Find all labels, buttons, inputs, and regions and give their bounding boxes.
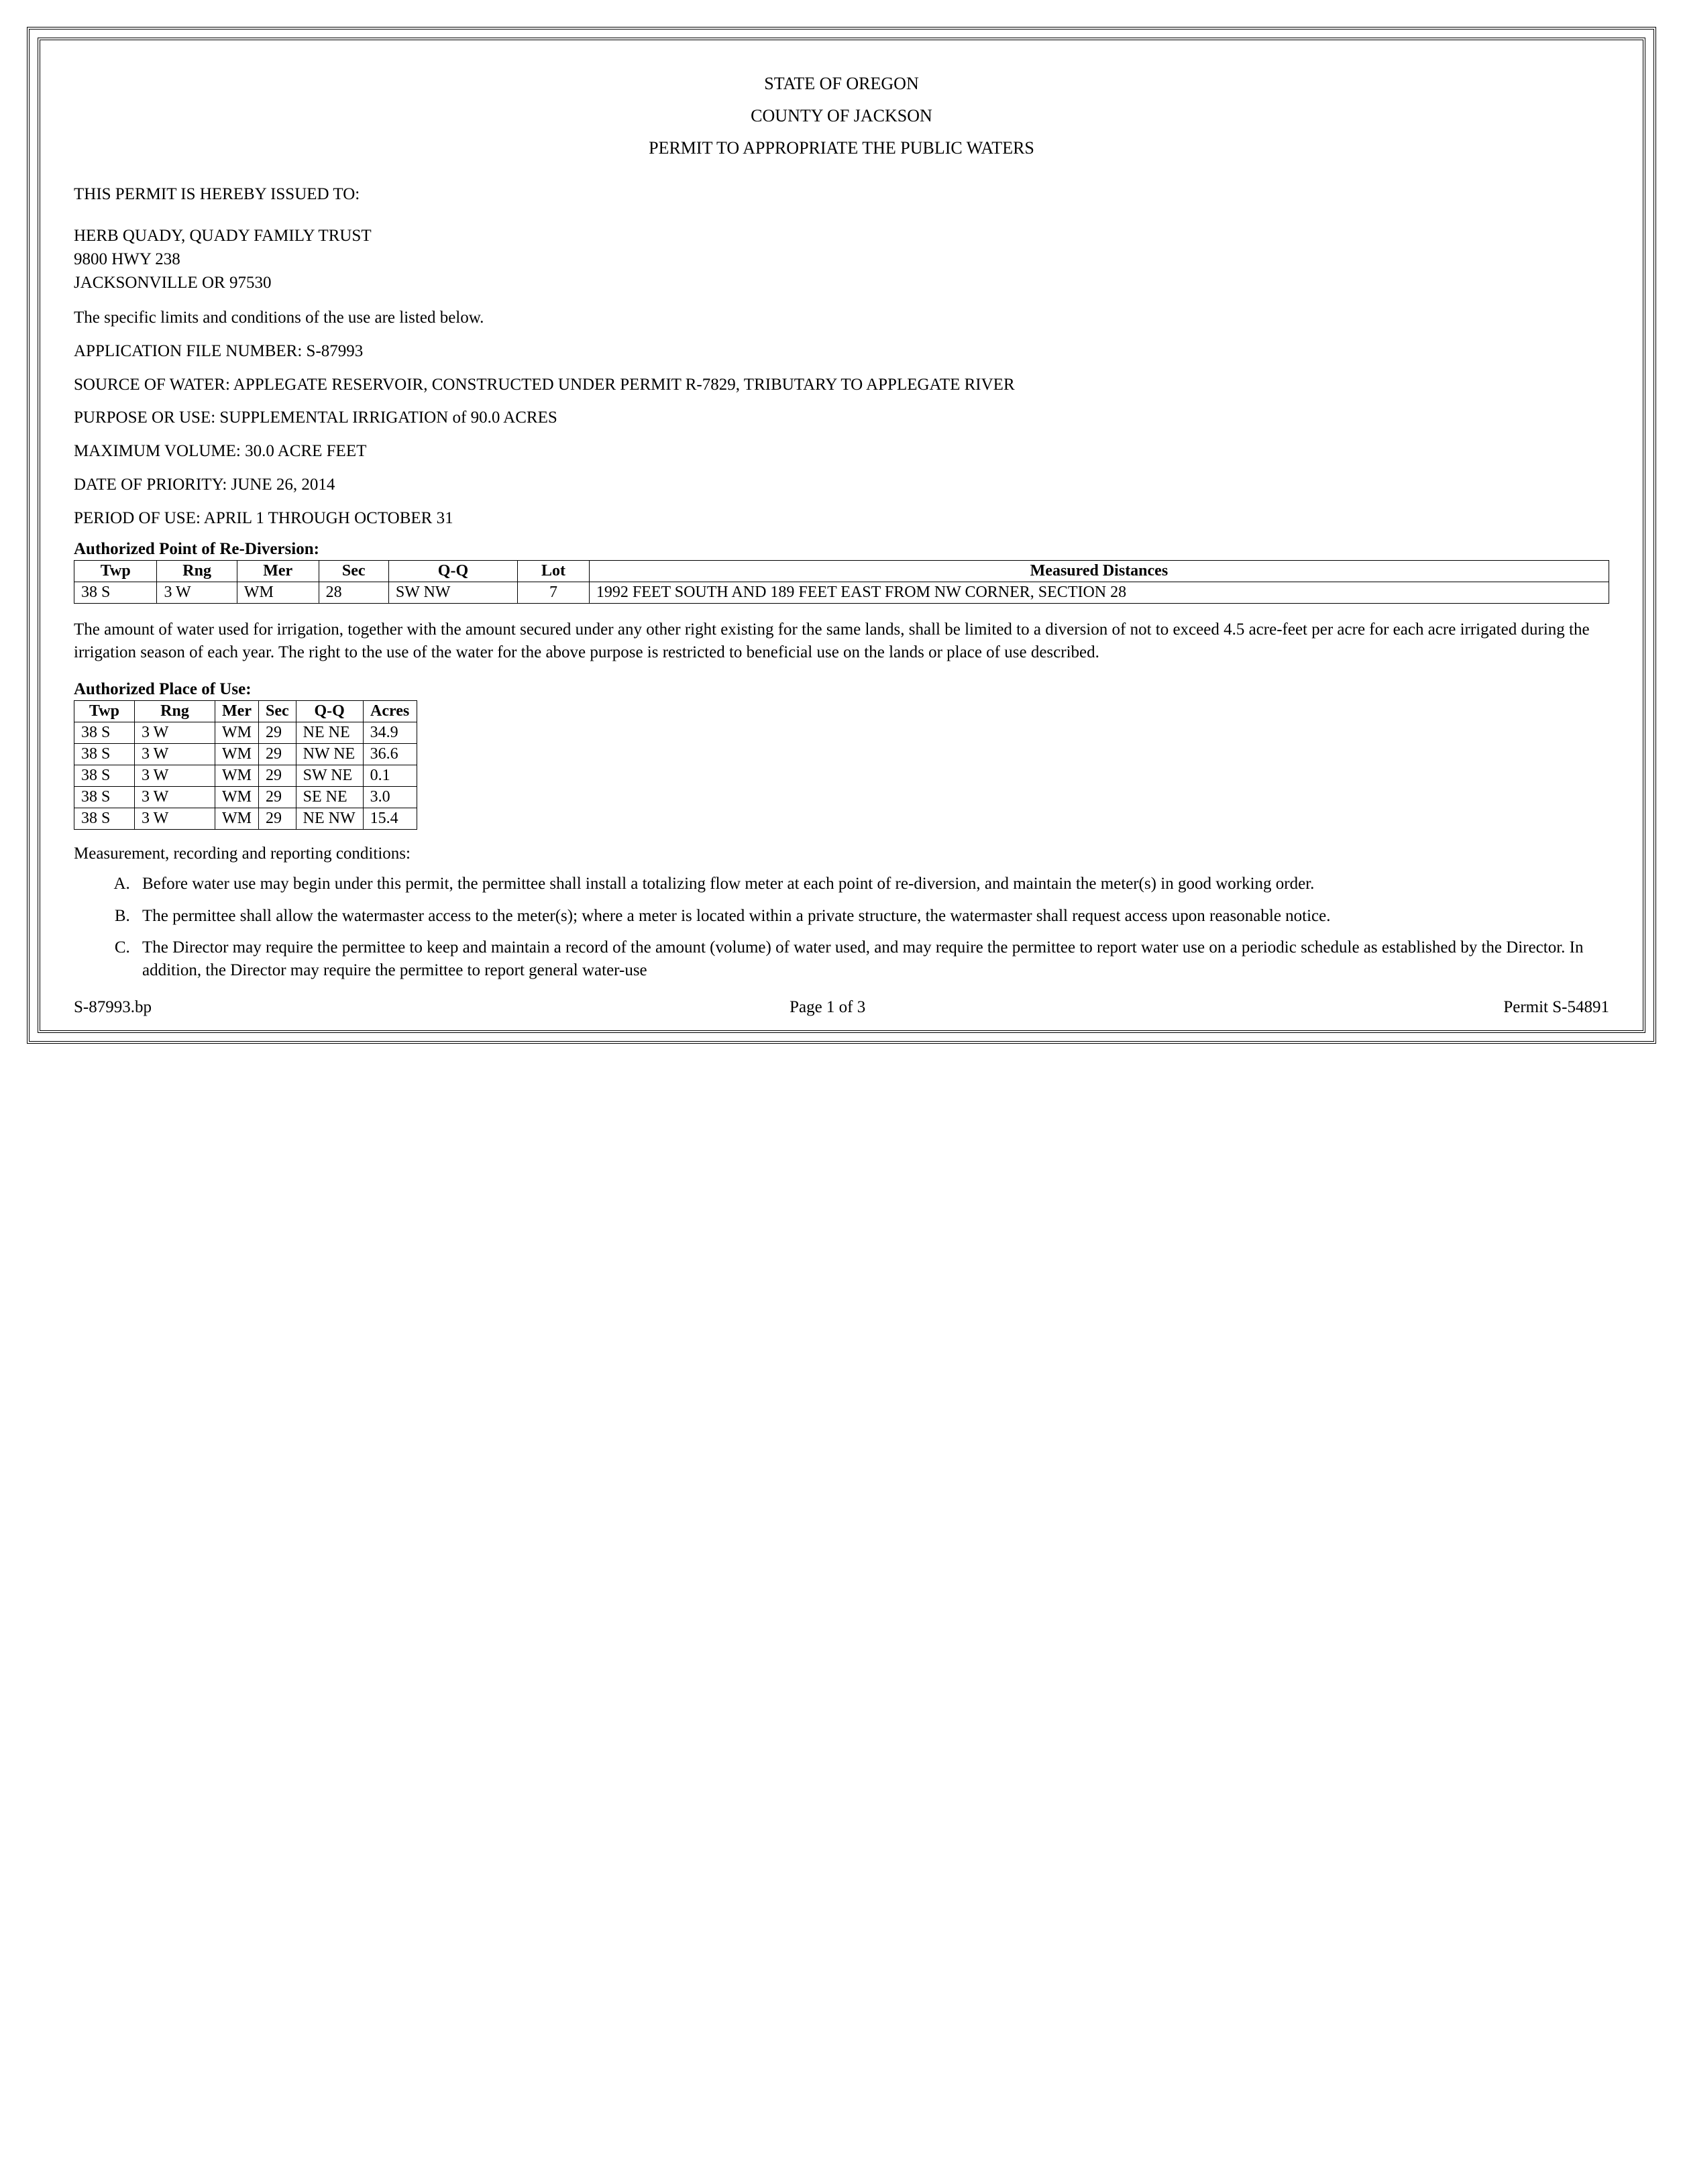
conditions-title: Measurement, recording and reporting con…	[74, 844, 1609, 863]
cell-qq: NE NE	[296, 722, 363, 743]
col-mer: Mer	[215, 700, 259, 722]
irrigation-paragraph: The amount of water used for irrigation,…	[74, 618, 1609, 664]
cell-mer: WM	[215, 808, 259, 829]
col-twp: Twp	[74, 700, 135, 722]
cell-rng: 3 W	[135, 765, 215, 786]
source-of-water: SOURCE OF WATER: APPLEGATE RESERVOIR, CO…	[74, 374, 1609, 396]
outer-frame: STATE OF OREGON COUNTY OF JACKSON PERMIT…	[27, 27, 1656, 1044]
table-header-row: Twp Rng Mer Sec Q-Q Acres	[74, 700, 417, 722]
cell-acres: 34.9	[363, 722, 417, 743]
col-rng: Rng	[135, 700, 215, 722]
table-row: 38 S 3 W WM 28 SW NW 7 1992 FEET SOUTH A…	[74, 582, 1609, 604]
cell-sec: 29	[259, 743, 296, 765]
max-volume: MAXIMUM VOLUME: 30.0 ACRE FEET	[74, 440, 1609, 463]
cell-rng: 3 W	[135, 722, 215, 743]
county-line: COUNTY OF JACKSON	[74, 106, 1609, 126]
footer-center: Page 1 of 3	[790, 998, 865, 1017]
col-sec: Sec	[259, 700, 296, 722]
priority-date: DATE OF PRIORITY: JUNE 26, 2014	[74, 474, 1609, 496]
purpose-or-use: PURPOSE OR USE: SUPPLEMENTAL IRRIGATION …	[74, 406, 1609, 429]
table-row: 38 S3 WWM29NE NW15.4	[74, 808, 417, 829]
cell-rng: 3 W	[135, 808, 215, 829]
cell-sec: 29	[259, 786, 296, 808]
cell-mer: WM	[215, 786, 259, 808]
place-of-use-table: Twp Rng Mer Sec Q-Q Acres 38 S3 WWM29NE …	[74, 700, 417, 830]
table-row: 38 S3 WWM29SE NE3.0	[74, 786, 417, 808]
cell-qq: NE NW	[296, 808, 363, 829]
recipient-address2: JACKSONVILLE OR 97530	[74, 271, 1609, 294]
cell-acres: 36.6	[363, 743, 417, 765]
col-sec: Sec	[319, 561, 388, 582]
inner-frame: STATE OF OREGON COUNTY OF JACKSON PERMIT…	[38, 38, 1645, 1033]
cell-qq: SW NW	[388, 582, 517, 604]
cell-twp: 38 S	[74, 582, 157, 604]
page-footer: S-87993.bp Page 1 of 3 Permit S-54891	[74, 998, 1609, 1017]
condition-item: The Director may require the permittee t…	[134, 936, 1609, 982]
cell-twp: 38 S	[74, 786, 135, 808]
col-rng: Rng	[157, 561, 237, 582]
cell-sec: 29	[259, 765, 296, 786]
cell-mer: WM	[215, 743, 259, 765]
recipient-block: HERB QUADY, QUADY FAMILY TRUST 9800 HWY …	[74, 224, 1609, 294]
cell-rng: 3 W	[135, 743, 215, 765]
place-of-use-title: Authorized Place of Use:	[74, 680, 1609, 699]
cell-twp: 38 S	[74, 743, 135, 765]
cell-acres: 3.0	[363, 786, 417, 808]
cell-mer: WM	[215, 722, 259, 743]
conditions-list: Before water use may begin under this pe…	[74, 873, 1609, 982]
issued-to-label: THIS PERMIT IS HEREBY ISSUED TO:	[74, 185, 1609, 204]
permit-title: PERMIT TO APPROPRIATE THE PUBLIC WATERS	[74, 138, 1609, 158]
application-file: APPLICATION FILE NUMBER: S-87993	[74, 340, 1609, 363]
cell-twp: 38 S	[74, 765, 135, 786]
cell-acres: 0.1	[363, 765, 417, 786]
recipient-address1: 9800 HWY 238	[74, 248, 1609, 271]
diversion-table: Twp Rng Mer Sec Q-Q Lot Measured Distanc…	[74, 560, 1609, 604]
col-lot: Lot	[518, 561, 590, 582]
recipient-name: HERB QUADY, QUADY FAMILY TRUST	[74, 224, 1609, 248]
col-qq: Q-Q	[296, 700, 363, 722]
cell-mer: WM	[237, 582, 319, 604]
table-row: 38 S3 WWM29SW NE0.1	[74, 765, 417, 786]
cell-dist: 1992 FEET SOUTH AND 189 FEET EAST FROM N…	[589, 582, 1609, 604]
cell-twp: 38 S	[74, 808, 135, 829]
table-header-row: Twp Rng Mer Sec Q-Q Lot Measured Distanc…	[74, 561, 1609, 582]
period-of-use: PERIOD OF USE: APRIL 1 THROUGH OCTOBER 3…	[74, 507, 1609, 530]
condition-item: Before water use may begin under this pe…	[134, 873, 1609, 895]
col-qq: Q-Q	[388, 561, 517, 582]
footer-right: Permit S-54891	[1503, 998, 1609, 1017]
condition-item: The permittee shall allow the watermaste…	[134, 905, 1609, 928]
diversion-title: Authorized Point of Re-Diversion:	[74, 540, 1609, 559]
state-line: STATE OF OREGON	[74, 74, 1609, 94]
col-dist: Measured Distances	[589, 561, 1609, 582]
col-twp: Twp	[74, 561, 157, 582]
limits-intro: The specific limits and conditions of th…	[74, 307, 1609, 329]
footer-left: S-87993.bp	[74, 998, 152, 1017]
cell-lot: 7	[518, 582, 590, 604]
cell-acres: 15.4	[363, 808, 417, 829]
cell-qq: SW NE	[296, 765, 363, 786]
cell-sec: 29	[259, 722, 296, 743]
table-row: 38 S3 WWM29NE NE34.9	[74, 722, 417, 743]
cell-mer: WM	[215, 765, 259, 786]
cell-rng: 3 W	[157, 582, 237, 604]
cell-qq: NW NE	[296, 743, 363, 765]
cell-sec: 28	[319, 582, 388, 604]
document-header: STATE OF OREGON COUNTY OF JACKSON PERMIT…	[74, 74, 1609, 158]
col-mer: Mer	[237, 561, 319, 582]
table-row: 38 S3 WWM29NW NE36.6	[74, 743, 417, 765]
cell-rng: 3 W	[135, 786, 215, 808]
cell-sec: 29	[259, 808, 296, 829]
cell-twp: 38 S	[74, 722, 135, 743]
cell-qq: SE NE	[296, 786, 363, 808]
col-acres: Acres	[363, 700, 417, 722]
